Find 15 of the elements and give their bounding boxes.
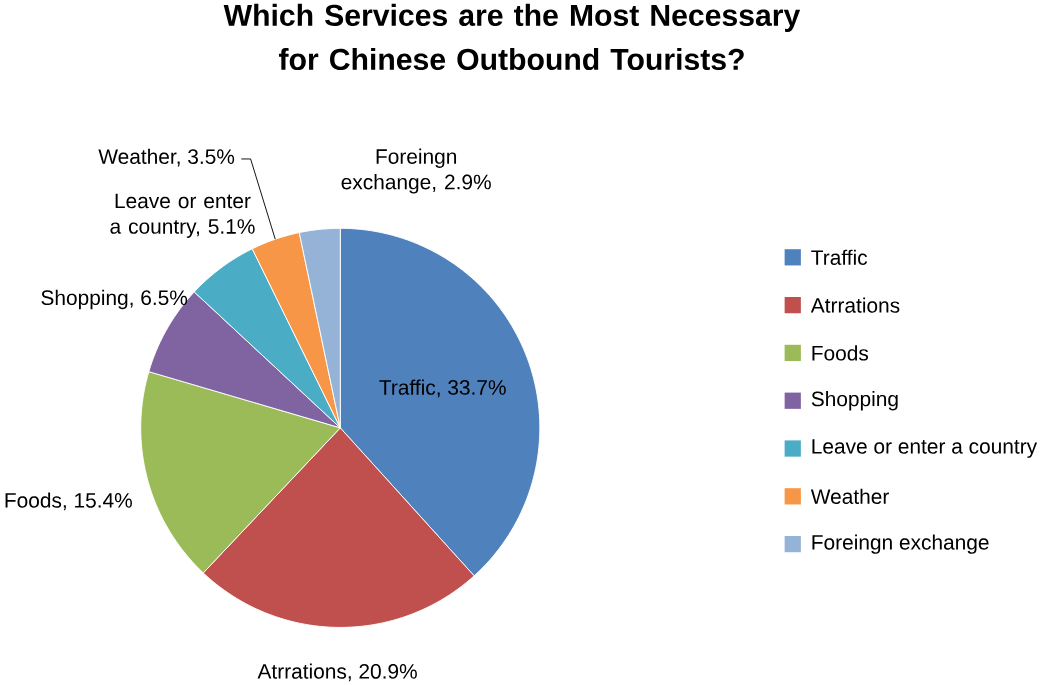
data-label: Shopping, 6.5%	[41, 289, 188, 310]
data-label: Traffic, 33.7%	[379, 379, 506, 398]
legend-label: Weather	[810, 488, 889, 504]
data-label: Leave or enter a country, 5.1%	[110, 193, 255, 238]
legend-label: Foreingn exchange	[812, 534, 989, 554]
data-label: Foreingn exchange, 2.9%	[341, 148, 491, 194]
legend-label: Leave or enter a country	[812, 439, 1038, 458]
data-label: Foods, 15.4%	[5, 492, 132, 511]
legend-label: Traffic	[811, 249, 868, 265]
legend-label: Foods	[812, 345, 869, 361]
data-label: Atrrations, 20.9%	[257, 663, 417, 682]
legend-label: Shopping	[811, 390, 898, 411]
legend-label: Atrrations	[810, 297, 900, 313]
data-label: Weather, 3.5%	[98, 148, 235, 167]
chart-title: Which Services are the Most Necessary for Chinese Outbound Tourists?	[223, 3, 801, 71]
